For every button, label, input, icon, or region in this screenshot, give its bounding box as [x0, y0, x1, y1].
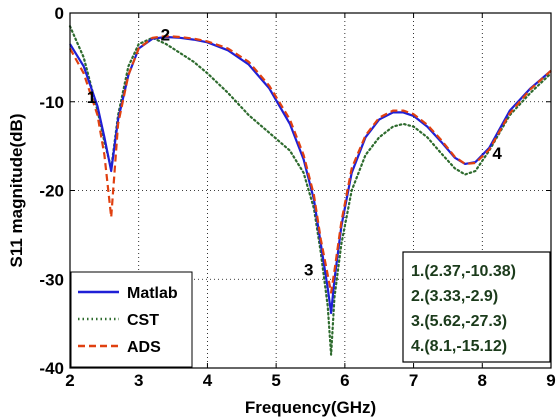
- x-tick-label: 7: [409, 371, 418, 390]
- x-axis-label: Frequency(GHz): [245, 398, 376, 417]
- y-tick-label: -30: [39, 270, 64, 289]
- series-line-cst: [68, 25, 553, 356]
- annotation-line: 4.(8.1,-15.12): [411, 338, 507, 355]
- point-markers: 1 2 3 4: [87, 26, 503, 280]
- legend-label-cst: CST: [127, 312, 159, 329]
- annotation-box: 1.(2.37,-10.38) 2.(3.33,-2.9) 3.(5.62,-27.…: [402, 251, 551, 363]
- x-tick-label: 6: [340, 371, 349, 390]
- x-tick-label: 5: [271, 371, 280, 390]
- y-tick-label: -20: [39, 182, 64, 201]
- point-marker-1: 1: [87, 88, 96, 107]
- x-tick-label: 2: [65, 371, 74, 390]
- x-tick-label: 8: [478, 371, 487, 390]
- point-marker-3: 3: [304, 260, 313, 279]
- annotation-line: 3.(5.62,-27.3): [411, 313, 507, 330]
- legend: Matlab CST ADS: [70, 271, 193, 368]
- legend-label-ads: ADS: [127, 339, 161, 356]
- y-axis-label: S11 magnitude(dB): [7, 114, 26, 268]
- series-line-ads: [69, 34, 552, 294]
- legend-box: [70, 271, 193, 368]
- y-tick-label: 0: [55, 4, 64, 23]
- x-tick-label: 9: [546, 371, 555, 390]
- x-tick-label: 3: [134, 371, 143, 390]
- point-marker-2: 2: [161, 26, 170, 45]
- legend-label-matlab: Matlab: [127, 285, 178, 302]
- y-tick-label: -10: [39, 93, 64, 112]
- annotation-frame: [402, 251, 551, 363]
- y-tick-labels: 0 -10 -20 -30 -40: [39, 4, 551, 378]
- y-tick-label: -40: [39, 359, 64, 378]
- point-marker-4: 4: [492, 144, 502, 163]
- annotation-line: 1.(2.37,-10.38): [411, 263, 516, 280]
- plot-lines: [68, 25, 553, 356]
- x-tick-label: 4: [203, 371, 213, 390]
- annotation-line: 2.(3.33,-2.9): [411, 288, 498, 305]
